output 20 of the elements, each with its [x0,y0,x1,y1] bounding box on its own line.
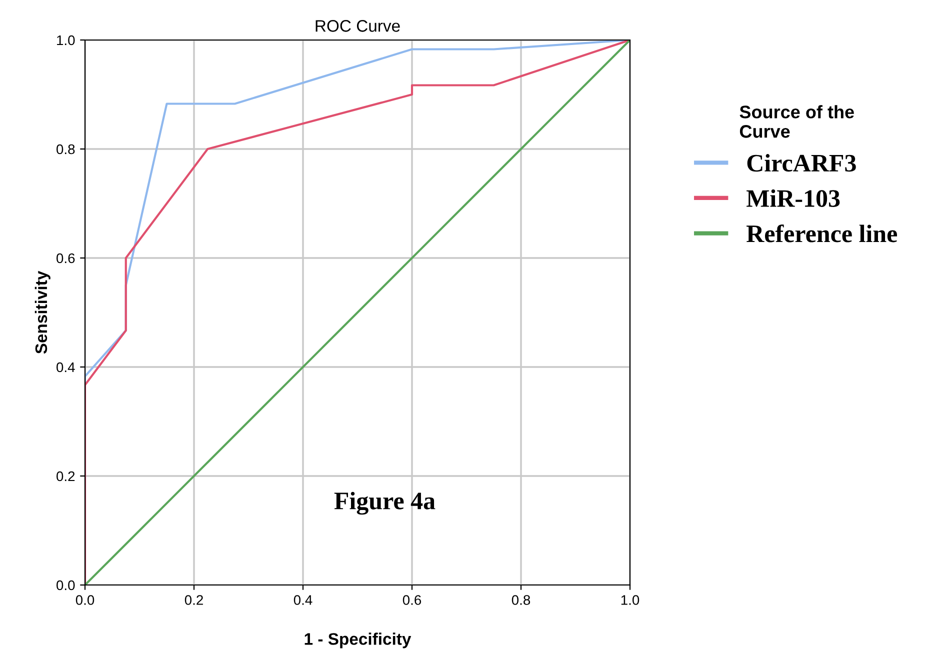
chart-title: ROC Curve [316,20,400,32]
y-tick-label: 0.2 [56,471,75,482]
y-tick-label: 0.6 [56,253,75,264]
y-tick-label: 0.4 [56,362,75,372]
x-tick-label: 0.8 [512,595,530,605]
legend-label: CircARF3 [747,154,856,172]
x-tick-label: 1.0 [621,595,640,605]
y-tick-label: 0.0 [56,580,75,590]
x-tick-label: 0.2 [184,595,203,605]
x-tick-label: 0.6 [402,595,422,605]
y-tick-label: 1.0 [57,35,75,46]
legend-label: MiR-103 [746,189,840,207]
x-axis-title: 1 - Specificity [304,632,412,648]
y-axis-title: Sensitivity [34,270,50,354]
annotation: Figure 4a [334,492,436,515]
x-tick-label: 0.4 [294,595,312,605]
x-tick-label: 0.0 [76,595,94,605]
y-tick-label: 0.8 [56,144,75,154]
legend-title: Source of the Curve [740,105,854,138]
legend-label: Reference line [746,224,898,242]
